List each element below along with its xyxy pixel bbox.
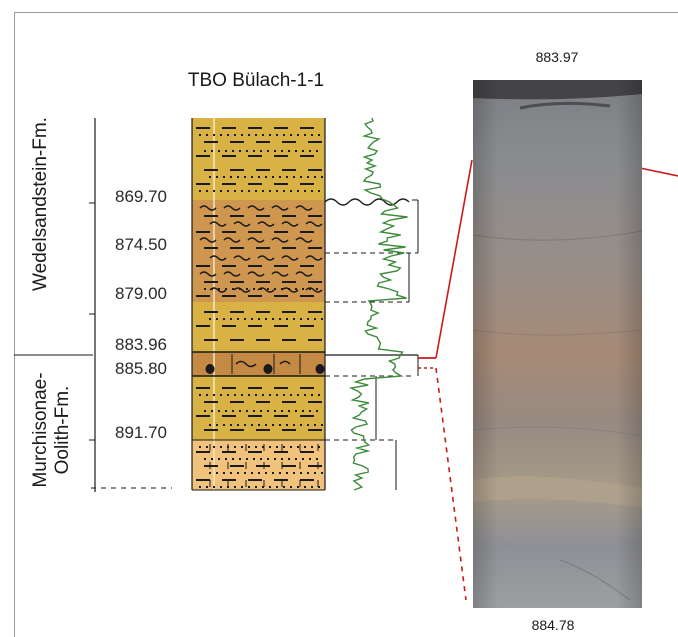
frame-left-line <box>14 12 15 637</box>
well-title: TBO Bülach-1-1 <box>188 70 324 91</box>
depth-label-874: 874.50 <box>115 235 167 254</box>
depth-axis <box>89 118 172 492</box>
core-bottom-depth: 884.78 <box>532 617 575 633</box>
formation-label-upper: Wedelsandstein-Fm. <box>30 117 51 291</box>
silt-dot-pattern <box>199 134 323 488</box>
lithology-column <box>191 118 326 491</box>
depth-label-869: 869.70 <box>115 187 167 206</box>
core-photo <box>472 80 643 608</box>
claystone-dash-pattern <box>196 127 322 481</box>
depth-label-883: 883.96 <box>115 335 167 354</box>
depth-label-879: 879.00 <box>115 284 167 303</box>
correlation-lines <box>324 198 419 490</box>
depth-label-885: 885.80 <box>115 359 167 378</box>
formation-label-lower-line2: Oolith-Fm. <box>52 386 73 475</box>
bioturbation-wave-symbols <box>199 205 323 293</box>
core-highlight-connectors <box>418 159 678 601</box>
frame-top-line <box>14 12 678 13</box>
oolith-band-symbols <box>205 354 325 374</box>
gamma-ray-log-curve <box>348 117 408 491</box>
core-top-depth: 883.97 <box>536 49 579 65</box>
depth-label-891: 891.70 <box>115 423 167 442</box>
formation-label-lower-line1: Murchisonae- <box>30 372 51 487</box>
